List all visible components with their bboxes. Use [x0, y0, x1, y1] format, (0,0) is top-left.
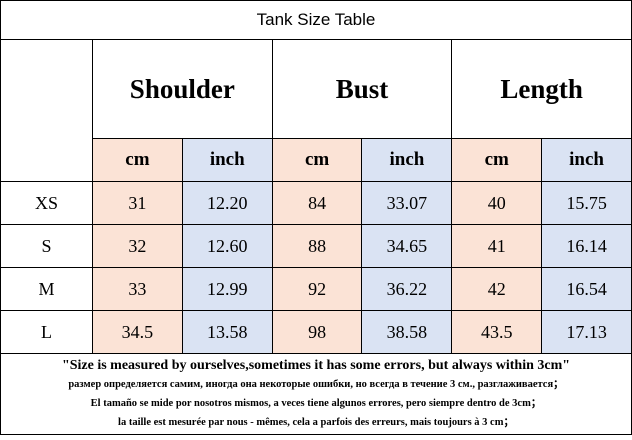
note: размер определяется самим, иногда она не…	[68, 379, 564, 390]
measure-cell: 40	[451, 181, 543, 225]
measure-cell: 98	[271, 310, 363, 354]
measure-cell: 41	[451, 224, 543, 268]
measure-cell: 42	[451, 267, 543, 311]
note: la taille est mesurée par nous - mêmes, …	[118, 417, 514, 428]
table-body: XS 31 12.20 84 33.07 40 15.75 S 32 12.60 88 34.65 41…	[0, 181, 632, 354]
measure-cell: 16.54	[541, 267, 632, 311]
measure-cell: 32	[92, 224, 183, 268]
measure-cell: 34.65	[361, 224, 453, 268]
size-label: S	[0, 224, 93, 268]
unit-header: cm	[451, 138, 543, 182]
unit-header: cm	[92, 138, 183, 182]
size-row: S 32 12.60 88 34.65 41 16.14	[0, 224, 632, 268]
measure-cell: 31	[92, 181, 183, 225]
size-row: L 34.5 13.58 98 38.58 43.5 17.13	[0, 310, 632, 354]
group-header: Length	[451, 39, 632, 139]
measure-cell: 17.13	[541, 310, 632, 354]
size-row: XS 31 12.20 84 33.07 40 15.75	[0, 181, 632, 225]
measure-cell: 12.99	[181, 267, 273, 311]
measure-cell: 84	[271, 181, 363, 225]
measure-cell: 13.58	[181, 310, 273, 354]
measure-cell: 33.07	[361, 181, 453, 225]
note: El tamaño se mide por nosotros mismos, a…	[90, 398, 542, 409]
measure-cell: 34.5	[92, 310, 183, 354]
group-header: Shoulder	[92, 39, 273, 139]
measure-cell: 36.22	[361, 267, 453, 311]
note: "Size is measured by ourselves,sometimes…	[61, 358, 571, 373]
measure-cell: 92	[271, 267, 363, 311]
unit-header: cm	[271, 138, 363, 182]
table-title: Tank Size Table	[0, 0, 632, 40]
unit-header: inch	[181, 138, 273, 182]
corner-cell	[0, 39, 93, 182]
measure-cell: 88	[271, 224, 363, 268]
measure-cell: 12.60	[181, 224, 273, 268]
size-row: M 33 12.99 92 36.22 42 16.54	[0, 267, 632, 311]
measure-cell: 12.20	[181, 181, 273, 225]
group-header: Bust	[271, 39, 453, 139]
measure-cell: 33	[92, 267, 183, 311]
unit-row: cm inch cm inch cm inch	[1, 138, 632, 182]
measure-cell: 43.5	[451, 310, 543, 354]
unit-header: inch	[541, 138, 632, 182]
notes: "Size is measured by ourselves,sometimes…	[0, 353, 632, 435]
unit-header: inch	[361, 138, 453, 182]
measure-cell: 38.58	[361, 310, 453, 354]
measure-cell: 15.75	[541, 181, 632, 225]
measure-cell: 16.14	[541, 224, 632, 268]
size-label: XS	[0, 181, 93, 225]
size-label: M	[0, 267, 93, 311]
size-label: L	[0, 310, 93, 354]
